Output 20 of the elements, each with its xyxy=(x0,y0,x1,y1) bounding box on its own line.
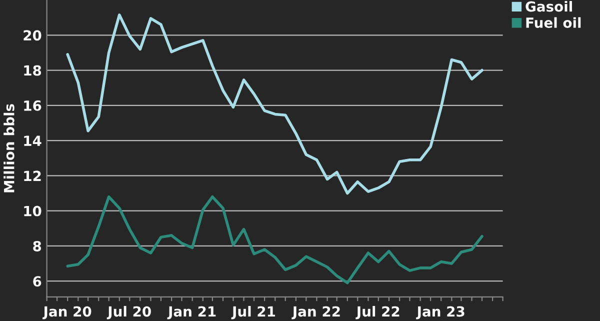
legend-label: Fuel oil xyxy=(526,17,581,28)
y-tick-label: 14 xyxy=(24,136,42,146)
x-tick-label: Jul 22 xyxy=(356,306,400,320)
x-tick-label: Jan 21 xyxy=(167,306,216,320)
legend-label: Gasoil xyxy=(526,1,572,12)
y-tick-label: 20 xyxy=(24,30,42,41)
y-tick-label: 10 xyxy=(24,206,42,216)
y-tick-label: 8 xyxy=(33,240,42,252)
line-series xyxy=(66,195,484,284)
y-tick-label: 18 xyxy=(24,65,42,76)
y-axis-title: Million bbls xyxy=(4,104,14,192)
x-tick-label: Jan 22 xyxy=(292,306,340,320)
y-tick-label: 12 xyxy=(24,170,41,181)
y-tick-label: 16 xyxy=(24,100,42,111)
line-series xyxy=(66,14,484,195)
x-tick-label: Jan 23 xyxy=(416,306,464,320)
x-tick-label: Jul 20 xyxy=(106,306,151,320)
x-tick-label: Jan 20 xyxy=(42,306,92,320)
x-tick-label: Jul 21 xyxy=(231,306,276,320)
y-tick-label: 6 xyxy=(33,276,42,287)
